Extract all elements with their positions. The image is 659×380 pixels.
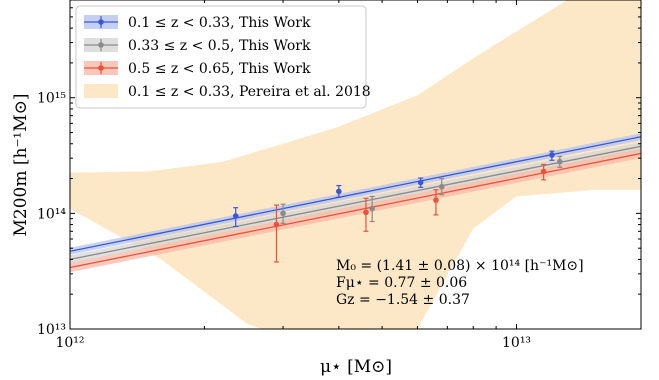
data-point (417, 179, 424, 186)
annotations: M₀ = (1.41 ± 0.08) × 10¹⁴ [h⁻¹M⊙]Fμ⋆ = 0… (336, 258, 584, 308)
points-layer (232, 150, 563, 263)
y-tick-label: 10¹³ (37, 322, 66, 338)
y-tick-label: 10¹⁵ (37, 91, 66, 107)
y-tick-label: 10¹⁴ (37, 206, 66, 222)
fit-annotation: M₀ = (1.41 ± 0.08) × 10¹⁴ [h⁻¹M⊙] (336, 258, 584, 274)
fit-annotation: Fμ⋆ = 0.77 ± 0.06 (336, 275, 467, 291)
data-point (433, 197, 439, 203)
legend-box (75, 5, 367, 109)
x-tick-label: 10¹³ (502, 335, 531, 351)
x-tick-label: 10¹² (55, 335, 84, 351)
legend-marker (98, 19, 104, 25)
legend-marker (98, 42, 104, 48)
legend-label: 0.33 ≤ z < 0.5, This Work (128, 38, 311, 54)
data-point (363, 209, 369, 216)
legend-swatch (84, 84, 118, 98)
legend-label: 0.1 ≤ z < 0.33, Pereira et al. 2018 (128, 84, 371, 100)
data-point (549, 152, 555, 158)
data-point (540, 168, 547, 175)
legend-marker (98, 65, 104, 71)
data-point (336, 188, 342, 195)
y-axis-label: M200m [h⁻¹M⊙] (11, 93, 31, 236)
pereira-band (70, 0, 641, 329)
plot-frame (69, 0, 642, 330)
data-point (273, 221, 280, 228)
data-point (438, 183, 445, 190)
fit-line-1 (70, 136, 641, 252)
data-point (232, 213, 239, 219)
data-point (557, 158, 563, 165)
legend-label: 0.1 ≤ z < 0.33, This Work (128, 15, 311, 31)
fit-annotation: Gz = −1.54 ± 0.37 (336, 292, 470, 308)
data-point (280, 210, 286, 217)
legend: 0.1 ≤ z < 0.33, This Work 0.33 ≤ z < 0.5,… (75, 5, 371, 109)
x-axis-label: μ⋆ [M⊙] (320, 357, 392, 377)
fit-line-2 (70, 145, 641, 261)
legend-label: 0.5 ≤ z < 0.65, This Work (128, 61, 311, 77)
data-point (369, 205, 375, 212)
